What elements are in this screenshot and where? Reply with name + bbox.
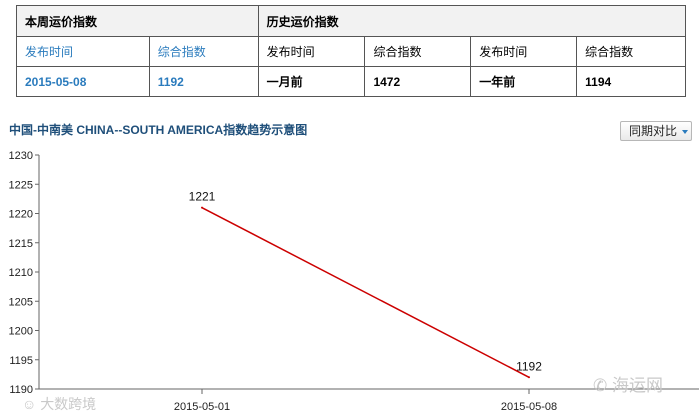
month-ago-index-cell: 1472 — [364, 66, 472, 97]
history-composite-index-header-2: 综合指数 — [576, 36, 686, 67]
y-tick-label: 1195 — [9, 355, 33, 367]
y-tick-label: 1215 — [9, 238, 33, 250]
data-label: 1192 — [516, 359, 542, 373]
current-index-cell: 1192 — [148, 66, 259, 97]
data-point — [528, 376, 530, 379]
history-publish-time-header-2: 发布时间 — [470, 36, 578, 67]
publish-time-header: 发布时间 — [16, 36, 150, 67]
x-tick-label: 2015-05-01 — [174, 401, 230, 413]
weibo-icon: ☺ — [22, 396, 37, 412]
freight-index-table: 本周运价指数 历史运价指数 发布时间 综合指数 发布时间 综合指数 发布时间 综… — [16, 5, 687, 97]
current-date-cell: 2015-05-08 — [16, 66, 150, 97]
x-tick-label: 2015-05-08 — [501, 401, 557, 413]
weekly-index-header: 本周运价指数 — [16, 5, 259, 37]
watermark-left-text: 大数跨境 — [40, 396, 97, 412]
year-ago-index-cell: 1194 — [576, 66, 686, 97]
y-tick-label: 1190 — [9, 384, 33, 396]
watermark-left: ☺ 大数跨境 — [22, 394, 96, 414]
y-tick-label: 1200 — [9, 326, 33, 338]
y-tick-label: 1210 — [9, 267, 33, 279]
data-point — [201, 206, 203, 209]
y-tick-label: 1220 — [9, 209, 33, 221]
composite-index-header: 综合指数 — [148, 36, 259, 67]
chart-title: 中国-中南美 CHINA--SOUTH AMERICA指数趋势示意图 — [9, 123, 308, 137]
data-label: 1221 — [189, 190, 216, 204]
watermark-right-text: 海运网 — [611, 376, 663, 395]
chevron-down-icon — [682, 130, 688, 134]
y-tick-label: 1230 — [9, 150, 33, 162]
series-line — [201, 206, 530, 378]
y-tick-label: 1225 — [9, 179, 33, 191]
month-ago-label-cell: 一月前 — [257, 66, 366, 97]
y-tick-label: 1205 — [9, 296, 33, 308]
history-composite-index-header: 综合指数 — [364, 36, 472, 67]
year-ago-label-cell: 一年前 — [470, 66, 578, 97]
compare-period-label: 同期对比 — [629, 124, 678, 138]
watermark-right: ✆ 海运网 — [593, 371, 663, 396]
wechat-icon: ✆ — [593, 376, 608, 395]
compare-period-button[interactable]: 同期对比 — [620, 121, 692, 141]
